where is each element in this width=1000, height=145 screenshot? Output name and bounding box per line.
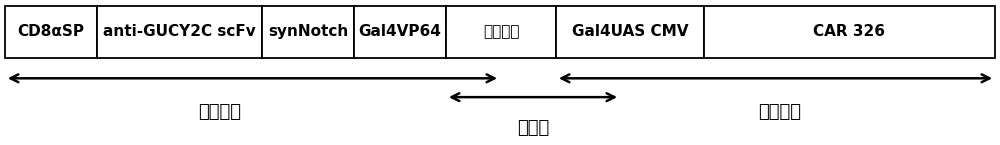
Text: Gal4VP64: Gal4VP64 bbox=[359, 24, 441, 39]
Text: anti-GUCY2C scFv: anti-GUCY2C scFv bbox=[103, 24, 256, 39]
FancyBboxPatch shape bbox=[446, 6, 556, 58]
Text: CAR 326: CAR 326 bbox=[813, 24, 886, 39]
Text: 应答部件: 应答部件 bbox=[759, 103, 802, 121]
FancyBboxPatch shape bbox=[704, 6, 995, 58]
FancyBboxPatch shape bbox=[262, 6, 354, 58]
FancyBboxPatch shape bbox=[97, 6, 262, 58]
FancyBboxPatch shape bbox=[5, 6, 97, 58]
Text: 连接序列: 连接序列 bbox=[483, 24, 519, 39]
Text: 激发部件: 激发部件 bbox=[198, 103, 242, 121]
FancyBboxPatch shape bbox=[556, 6, 704, 58]
FancyBboxPatch shape bbox=[354, 6, 446, 58]
Text: CD8αSP: CD8αSP bbox=[18, 24, 84, 39]
Text: synNotch: synNotch bbox=[268, 24, 348, 39]
Text: 连接区: 连接区 bbox=[517, 119, 549, 137]
Text: Gal4UAS CMV: Gal4UAS CMV bbox=[572, 24, 688, 39]
